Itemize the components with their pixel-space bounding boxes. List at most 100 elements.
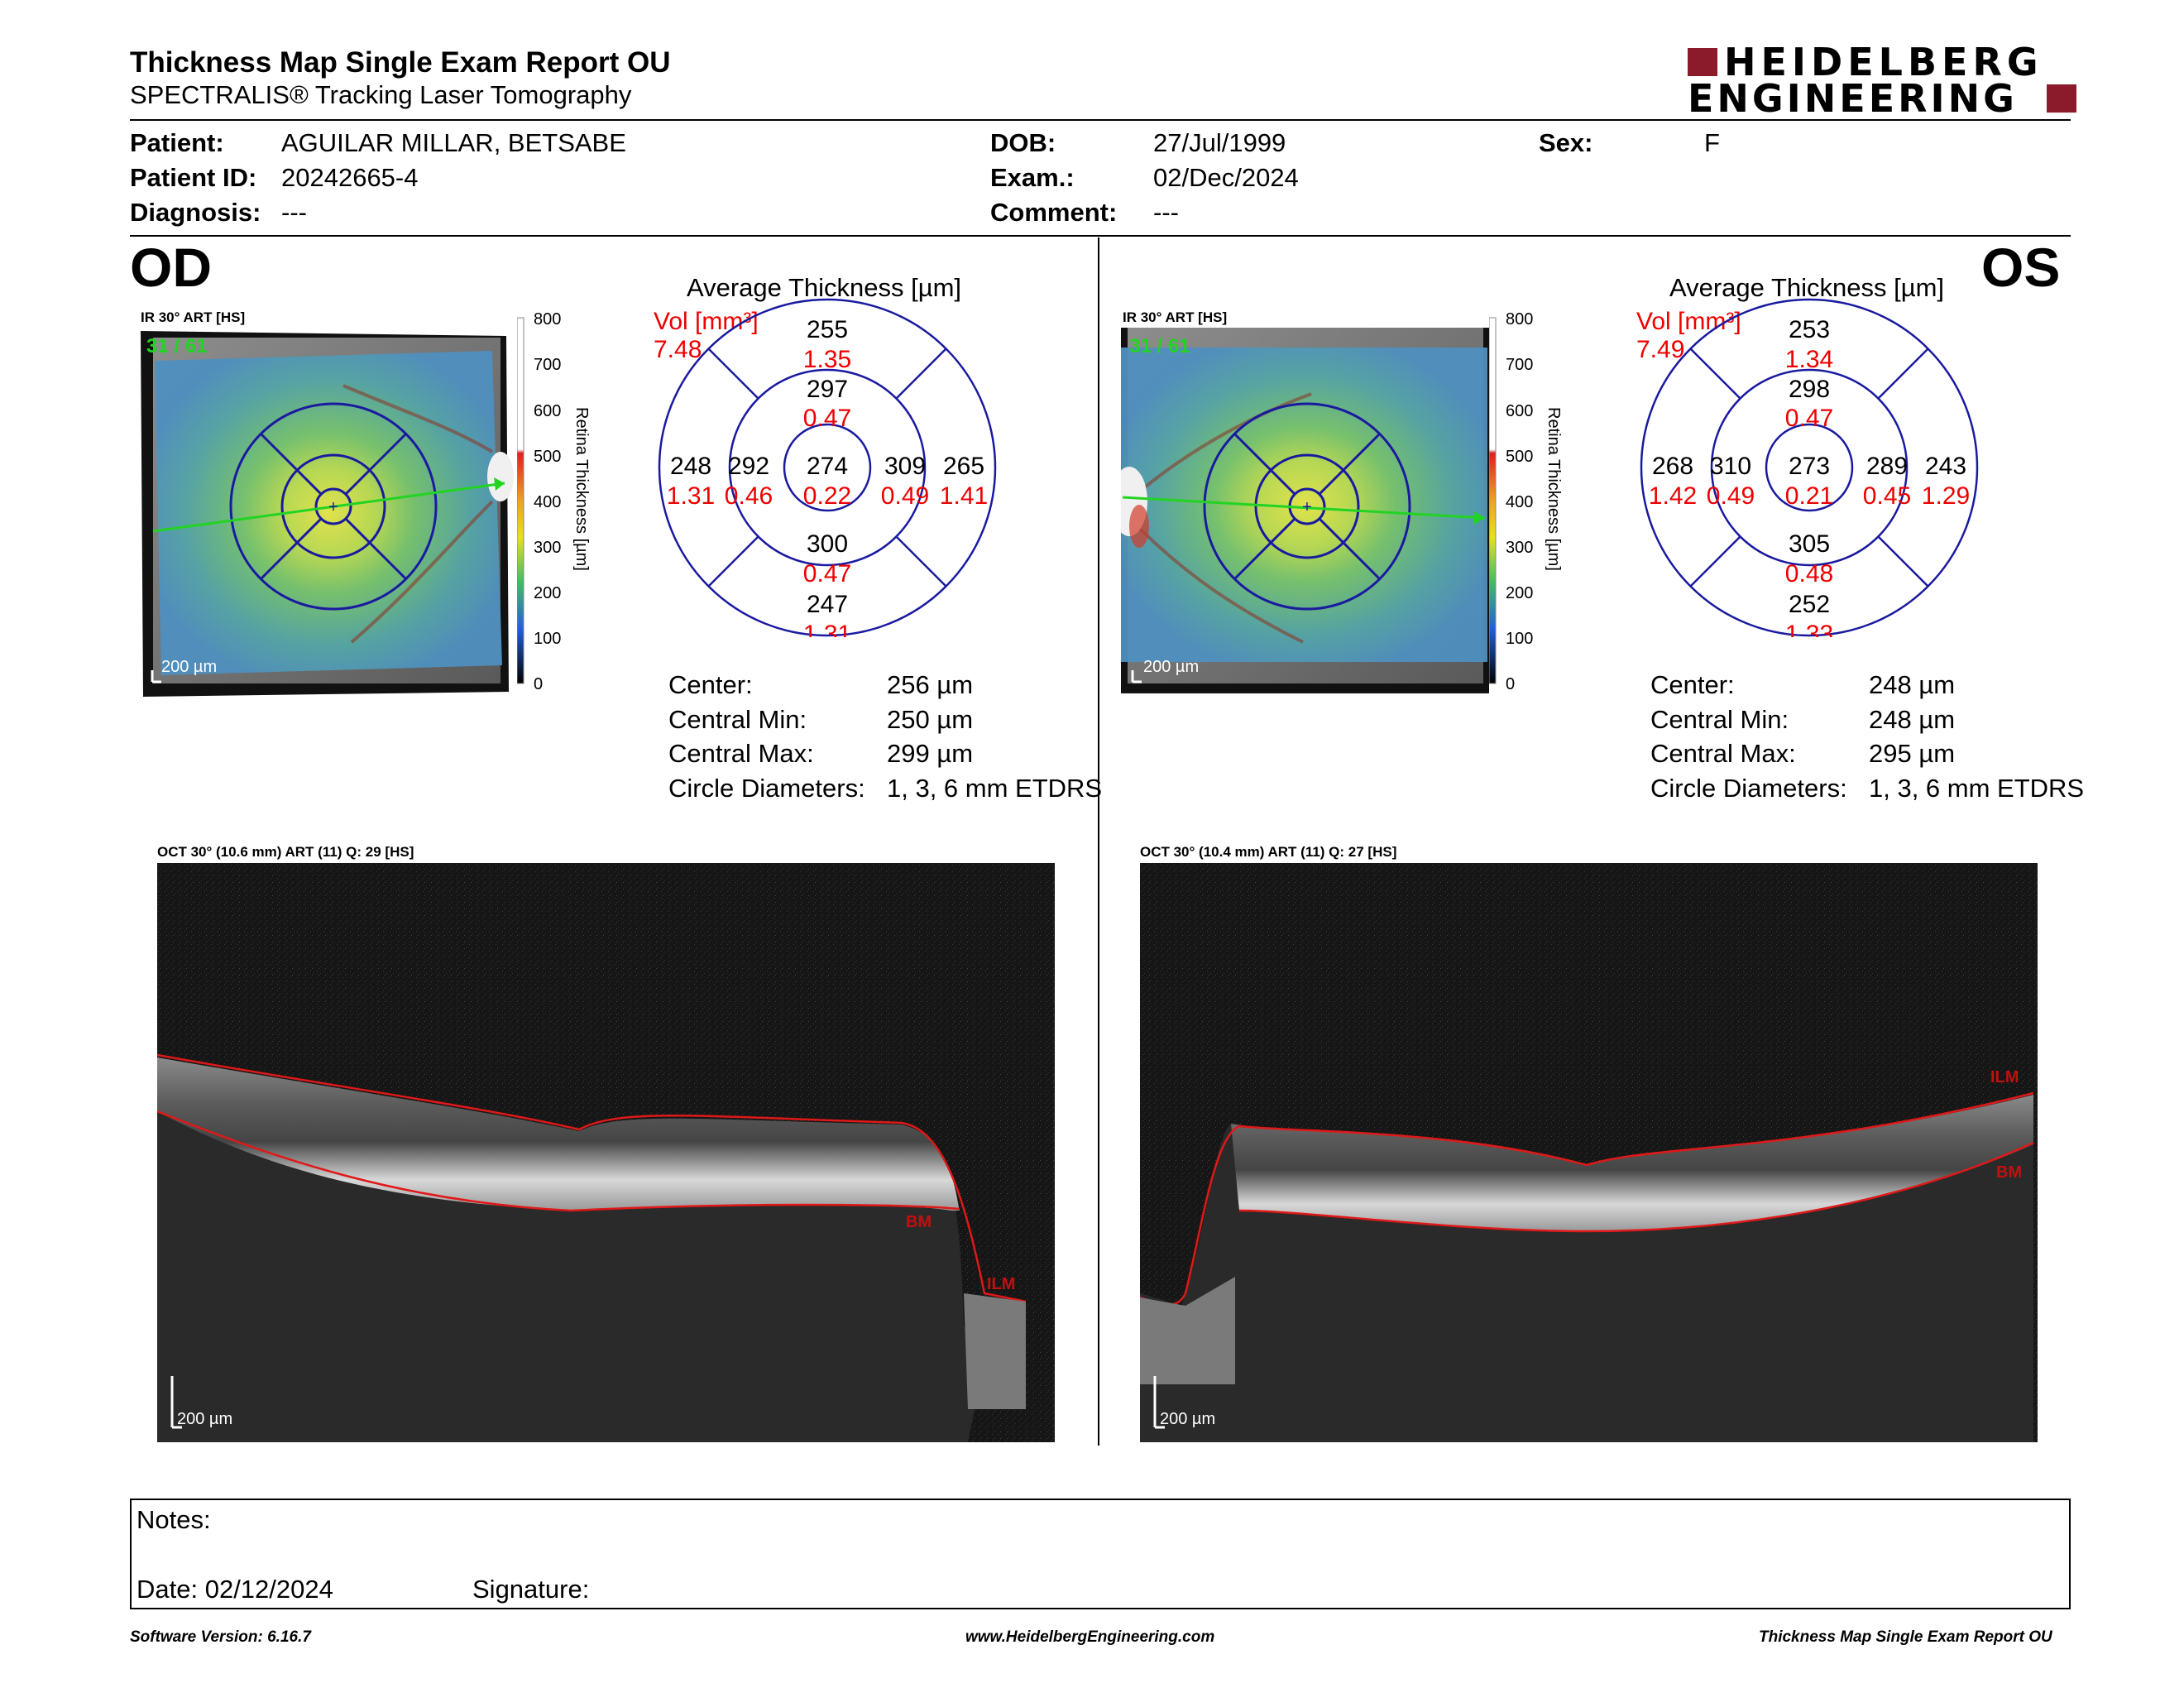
os-tick: 700 [1506, 356, 1533, 374]
os-ir-label: IR 30° ART [HS] [1123, 309, 1228, 325]
logo-text-top: HEIDELBERG [1724, 40, 2043, 84]
comment-value: --- [1153, 198, 1179, 227]
od-tick: 700 [534, 356, 561, 374]
od-disc-column [964, 1293, 1026, 1409]
os-outer-inf-thickness: 252 [1789, 591, 1830, 618]
patient-name: AGUILAR MILLAR, BETSABE [281, 128, 626, 157]
od-tick: 300 [534, 539, 561, 557]
os-inner-right-thickness: 289 [1866, 453, 1908, 480]
os-ir-overlay: 31 / 61 [1129, 335, 1190, 357]
exam-label: Exam.: [990, 163, 1075, 192]
os-scale-label: 200 µm [1143, 658, 1199, 676]
od-tick: 800 [534, 310, 561, 328]
od-center-cross: + [328, 498, 338, 516]
od-outer-left-thickness: 248 [670, 453, 711, 480]
os-stat-value: 1, 3, 6 mm ETDRS [1869, 774, 2085, 803]
od-inner-left-volume: 0.46 [725, 482, 773, 510]
od-stat-label: Center: [668, 670, 753, 699]
od-outer-inf-thickness: 247 [807, 591, 848, 618]
report-subtitle: SPECTRALIS® Tracking Laser Tomography [130, 80, 632, 109]
os-vol-label: Vol [mm³] [1636, 308, 1741, 335]
patient-divider [130, 235, 2071, 237]
od-eye-label: OD [130, 237, 212, 298]
os-oct-label: OCT 30° (10.4 mm) ART (11) Q: 27 [HS] [1140, 844, 1397, 860]
od-optic-disc [487, 452, 514, 501]
od-outer-right-thickness: 265 [943, 453, 984, 480]
od-vessel [342, 384, 494, 453]
os-center-volume: 0.21 [1785, 482, 1833, 510]
os-vol-total: 7.49 [1636, 336, 1685, 363]
od-outer-right-volume: 1.41 [940, 482, 988, 510]
os-fundus-map: + 31 / 61 200 µm [1121, 328, 1489, 693]
os-inner-left-thickness: 310 [1710, 453, 1751, 480]
od-inner-sup-volume: 0.47 [803, 405, 851, 432]
od-stat-value: 1, 3, 6 mm ETDRS [887, 774, 1103, 803]
od-etdrs-overlay [229, 402, 438, 611]
center-divider [1098, 237, 1099, 1446]
os-etdrs-grid: 253 1.34 298 0.47 268 1.42 310 0.49 273 … [1640, 298, 1979, 637]
od-colorbar-gradient [517, 317, 524, 684]
os-tick: 500 [1506, 448, 1533, 466]
software-version: Software Version: 6.16.7 [130, 1628, 311, 1646]
website-link[interactable]: www.HeidelbergEngineering.com [965, 1628, 1215, 1646]
os-bm-line [1238, 1141, 2034, 1233]
od-vol-label: Vol [mm³] [654, 308, 759, 335]
os-oct-bscan: ILM BM 200 µm [1140, 863, 2038, 1442]
logo-square-top [1688, 48, 1717, 76]
os-vessel [1136, 392, 1312, 495]
od-scan-line [152, 482, 505, 533]
od-oct-scale-label: 200 µm [177, 1410, 232, 1428]
od-oct-label: OCT 30° (10.6 mm) ART (11) Q: 29 [HS] [157, 844, 414, 860]
os-colorbar-title: Retina Thickness [µm] [1545, 407, 1563, 571]
logo-square-bottom [2047, 84, 2076, 113]
patient-id-label: Patient ID: [130, 163, 257, 192]
dob-value: 27/Jul/1999 [1153, 128, 1286, 157]
os-outer-sup-thickness: 253 [1789, 316, 1830, 343]
od-bm-label: BM [906, 1213, 932, 1231]
od-vol-total: 7.48 [654, 336, 702, 363]
os-tick: 0 [1506, 675, 1515, 693]
od-stat-label: Central Min: [668, 705, 807, 734]
signature-label: Signature: [472, 1575, 590, 1604]
os-outer-inf-volume: 1.33 [1785, 621, 1833, 637]
header-divider [130, 119, 2071, 121]
os-tick: 600 [1506, 402, 1533, 420]
os-inner-sup-thickness: 298 [1789, 376, 1830, 403]
os-inner-inf-volume: 0.48 [1785, 560, 1833, 587]
notes-label: Notes: [136, 1505, 211, 1534]
od-stat-value: 250 µm [887, 705, 974, 734]
od-tick: 600 [534, 402, 561, 420]
os-colorbar-gradient [1489, 317, 1497, 684]
od-inner-left-thickness: 292 [728, 453, 769, 480]
od-retina-band [157, 1057, 960, 1211]
os-stat-value: 295 µm [1869, 739, 1956, 768]
od-center-thickness: 274 [807, 453, 848, 480]
os-stat-value: 248 µm [1869, 705, 1956, 734]
od-colorbar-ticks: 800 700 600 500 400 300 200 100 0 [534, 310, 561, 693]
sex-value: F [1704, 128, 1720, 157]
notes-box[interactable]: Notes: Date: 02/12/2024 Signature: [130, 1499, 2071, 1609]
os-scan-line [1122, 496, 1486, 520]
od-scale-label: 200 µm [161, 658, 217, 676]
os-scan-arrow [1473, 511, 1485, 525]
os-center-thickness: 273 [1789, 453, 1830, 480]
od-ilm-line [157, 1053, 1027, 1303]
od-inner-right-thickness: 309 [884, 453, 926, 480]
od-tick: 400 [534, 493, 561, 511]
od-thickness-overlay [155, 351, 502, 675]
os-stat-label: Center: [1650, 670, 1735, 699]
os-etdrs-overlay [1203, 402, 1411, 611]
patient-id: 20242665-4 [281, 163, 419, 192]
diagnosis-value: --- [281, 198, 307, 227]
os-stat-label: Central Max: [1650, 739, 1796, 768]
od-fundus-map: + 31 / 61 200 µm [141, 331, 514, 697]
od-tick: 200 [534, 584, 561, 602]
os-outer-left-thickness: 268 [1652, 453, 1693, 480]
os-tick: 300 [1506, 539, 1533, 557]
od-outer-inf-volume: 1.31 [803, 621, 851, 637]
diagnosis-label: Diagnosis: [130, 198, 261, 227]
os-stat-value: 248 µm [1869, 670, 1956, 699]
od-center-volume: 0.22 [803, 482, 851, 510]
patient-label: Patient: [130, 128, 224, 157]
od-oct-bscan: BM ILM 200 µm [157, 863, 1055, 1442]
